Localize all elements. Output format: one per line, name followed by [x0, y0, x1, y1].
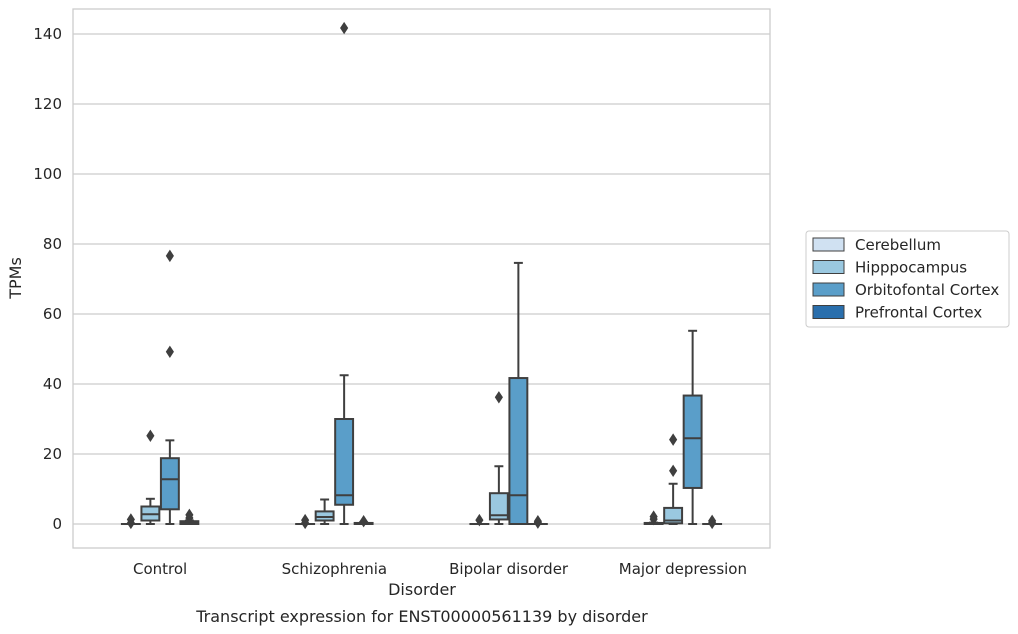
box-body: [663, 506, 684, 525]
y-tick-label: 20: [43, 445, 62, 463]
box-orbitofontal-cortex-3: [682, 329, 703, 525]
box-cerebellum-3: [643, 510, 664, 526]
box-cerebellum-1: [295, 513, 316, 530]
outlier-point: [359, 514, 368, 528]
x-tick-label: Schizophrenia: [282, 560, 387, 578]
plot-background: [73, 9, 770, 548]
legend: Cerebellum Hipppocampus Orbitofontal Corte…: [805, 230, 1010, 328]
outlier-point: [146, 429, 155, 443]
outlier-point: [475, 513, 484, 527]
legend-swatch: [812, 305, 845, 319]
y-tick-label: 0: [52, 515, 62, 533]
boxes: [120, 21, 723, 530]
box-prefrontal-cortex-3: [702, 514, 723, 530]
outlier-point: [649, 510, 658, 523]
outlier-point: [301, 513, 310, 527]
outlier-point: [165, 249, 174, 263]
outlier-point: [340, 21, 349, 35]
chart-caption: Transcript expression for ENST0000056113…: [195, 607, 648, 626]
y-tick-label: 140: [33, 25, 62, 43]
legend-label: Prefrontal Cortex: [855, 304, 982, 322]
legend-swatch: [812, 237, 845, 252]
box-body: [314, 510, 335, 522]
legend-frame: [805, 230, 1010, 328]
outlier-point: [126, 513, 135, 526]
x-tick-label: Bipolar disorder: [449, 560, 569, 578]
x-tick-label: Control: [133, 560, 187, 578]
box-orbitofontal-cortex-0: [159, 249, 180, 525]
plot-frame: [72, 8, 771, 549]
legend-swatch: [812, 282, 845, 297]
y-tick-label: 120: [33, 95, 62, 113]
box-body: [682, 394, 703, 489]
box-body: [488, 492, 509, 521]
y-tick-label: 100: [33, 165, 62, 183]
x-axis-label: Disorder: [388, 580, 456, 599]
box-prefrontal-cortex-2: [527, 514, 548, 529]
y-tick-label: 40: [43, 375, 62, 393]
outlier-point: [669, 464, 678, 478]
y-tick-labels: 0 20 40 60 80 100 120 140: [33, 25, 62, 533]
y-tick-label: 80: [43, 235, 62, 253]
legend-label: Orbitofontal Cortex: [855, 281, 999, 299]
box-body: [334, 418, 355, 506]
box-hipppocampus-3: [663, 433, 684, 525]
outlier-point: [165, 345, 174, 359]
outlier-point: [669, 433, 678, 446]
box-cerebellum-2: [469, 513, 490, 527]
box-body: [159, 457, 180, 511]
box-prefrontal-cortex-0: [179, 508, 200, 526]
legend-swatch: [812, 260, 845, 274]
y-tick-label: 60: [43, 305, 62, 323]
x-tick-label: Major depression: [619, 560, 747, 578]
box-hipppocampus-0: [140, 429, 161, 525]
box-orbitofontal-cortex-2: [508, 261, 529, 525]
legend-label: Hipppocampus: [855, 259, 967, 277]
box-cerebellum-0: [120, 513, 141, 530]
outlier-point: [185, 508, 194, 522]
outlier-point: [708, 514, 717, 528]
legend-label: Cerebellum: [855, 236, 941, 254]
box-body: [508, 377, 529, 525]
outlier-point: [533, 514, 542, 528]
x-tick-labels: Control Schizophrenia Bipolar disorder Majo…: [133, 560, 747, 578]
y-axis-label: TPMs: [6, 257, 25, 300]
box-hipppocampus-1: [314, 498, 335, 525]
outlier-point: [494, 391, 503, 404]
box-hipppocampus-2: [488, 391, 509, 525]
box-prefrontal-cortex-1: [353, 514, 374, 528]
box-orbitofontal-cortex-1: [334, 21, 355, 525]
